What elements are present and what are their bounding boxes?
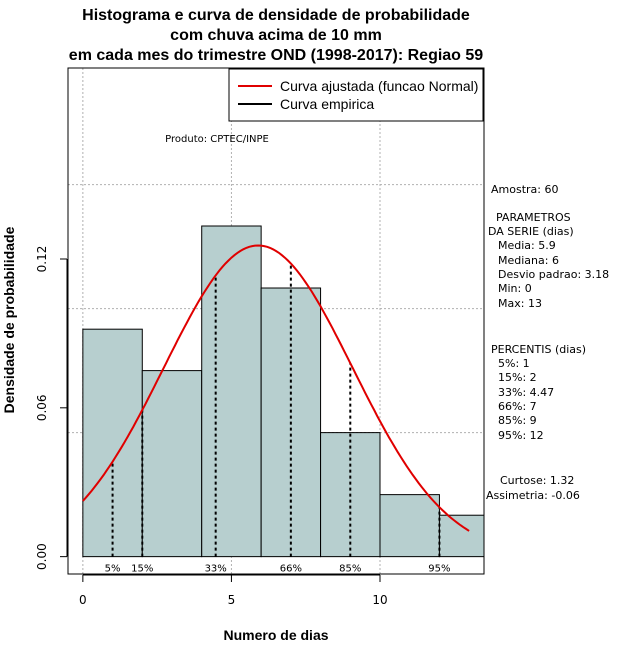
stat-p95: 95%: 12 [498,429,544,442]
stat-min: Min: 0 [498,282,532,295]
histogram-bar [141,370,203,558]
stat-amostra: Amostra: 60 [491,183,558,196]
stat-p33: 33%: 4.47 [498,386,554,399]
plot-frame [67,67,485,575]
stat-param-title-2: DA SERIE (dias) [488,225,574,238]
percentile-label: 66% [280,564,302,575]
legend: Curva ajustada (funcao Normal) Curva emp… [228,68,484,122]
x-tick-label: 0 [79,593,87,607]
y-tick-label: 0.00 [35,543,49,570]
percentile-label: 85% [339,564,361,575]
y-axis-title: Densidade de probabilidade [1,226,17,413]
percentile-label: 33% [205,564,227,575]
percentile-label: 15% [131,564,153,575]
legend-empirical-label: Curva empirica [280,96,374,112]
legend-box [228,68,484,122]
legend-fitted-label: Curva ajustada (funcao Normal) [280,78,478,94]
x-axis: 0 5 10 [79,574,388,607]
stat-percentis-title: PERCENTIS (dias) [491,343,586,356]
fitted-curve-layer [82,244,470,532]
percentile-label: 95% [428,564,450,575]
stat-mediana: Mediana: 6 [498,254,559,267]
stats-panel: Amostra: 60 PARAMETROS DA SERIE (dias) M… [486,183,609,502]
stat-param-title-1: PARAMETROS [496,211,571,224]
histogram-bar [82,328,143,558]
product-note: Produto: CPTEC/INPE [165,134,269,145]
stat-p15: 15%: 2 [498,371,537,384]
stat-p66: 66%: 7 [498,400,537,413]
stat-max: Max: 13 [498,297,542,310]
x-tick-label: 5 [228,593,236,607]
y-tick-label: 0.12 [35,246,49,273]
y-tick-label: 0.06 [35,394,49,421]
stat-p5: 5%: 1 [498,357,530,370]
stat-desvio: Desvio padrao: 3.18 [498,268,609,281]
x-tick-label: 10 [372,593,387,607]
stat-curtose: Curtose: 1.32 [500,474,574,487]
chart-title-line-2: com chuva acima de 10 mm [170,27,382,44]
stat-p85: 85%: 9 [498,414,537,427]
y-axis: 0.00 0.06 0.12 [35,246,68,570]
x-axis-title: Numero de dias [223,627,328,643]
histogram-bar [438,514,485,558]
stat-assimetria: Assimetria: -0.06 [486,489,580,502]
chart-title-line-3: em cada mes do trimestre OND (1998-2017)… [69,47,484,64]
percentile-label: 5% [105,564,121,575]
histogram-bar [201,225,262,558]
chart-title-line-1: Histograma e curva de densidade de proba… [82,7,470,24]
fitted-curve [82,244,470,532]
stat-media: Media: 5.9 [498,239,556,252]
percentile-lines: 5% 15% 33% 66% 85% 95% [105,263,451,575]
histogram-bar [379,494,440,558]
